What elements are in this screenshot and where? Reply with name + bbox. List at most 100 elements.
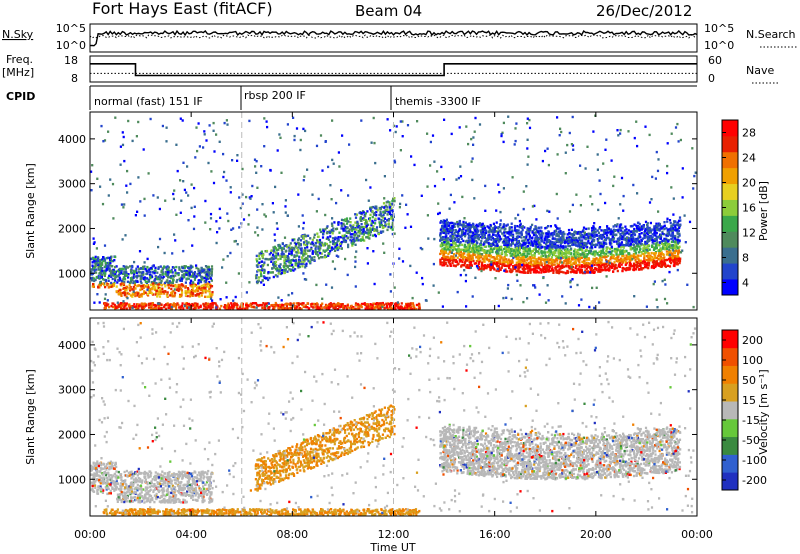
echo-cell: [450, 237, 454, 240]
echo-cell: [255, 254, 258, 258]
echo-cell: [370, 305, 373, 309]
echo-cell: [235, 302, 238, 306]
echo-cell: [169, 308, 173, 311]
echo-cell: [354, 230, 357, 234]
echo-cell: [200, 276, 203, 279]
echo-cell: [92, 285, 95, 288]
echo-cell: [516, 249, 519, 252]
echo-cell: [247, 304, 250, 307]
echo-cell: [291, 249, 294, 252]
echo-cell: [367, 229, 370, 232]
echo-cell: [467, 236, 470, 240]
echo-cell: [279, 263, 282, 266]
echo-cell: [375, 305, 378, 308]
echo-cell: [119, 303, 122, 306]
echo-cell: [146, 292, 149, 296]
echo-cell: [370, 206, 373, 209]
echo-cell: [115, 265, 118, 268]
echo-cell: [600, 242, 603, 246]
echo-cell: [388, 212, 392, 216]
echo-cell: [348, 306, 352, 310]
echo-cell: [230, 302, 233, 305]
echo-cell: [295, 302, 298, 305]
echo-cell: [371, 304, 374, 307]
echo-cell: [201, 291, 204, 295]
echo-cell: [397, 306, 400, 309]
echo-cell: [383, 206, 386, 209]
echo-cell: [189, 282, 192, 285]
echo-cell: [161, 290, 164, 293]
echo-cell: [151, 302, 154, 305]
echo-cell: [188, 271, 191, 275]
echo-cell: [172, 278, 175, 282]
echo-cell: [646, 244, 649, 248]
echo-cell: [149, 276, 152, 280]
echo-cell: [103, 283, 106, 287]
echo-cell: [330, 230, 333, 234]
echo-cell: [553, 241, 556, 244]
echo-cell: [581, 260, 584, 263]
echo-cell: [105, 302, 108, 305]
echo-cell: [558, 268, 561, 271]
echo-cell: [295, 264, 298, 267]
echo-cell: [264, 250, 267, 253]
echo-cell: [109, 269, 112, 272]
echo-cell: [116, 281, 119, 284]
echo-cell: [268, 253, 271, 256]
echo-cell: [325, 255, 328, 258]
echo-cell: [151, 280, 154, 284]
echo-cell: [193, 278, 196, 281]
echo-cell: [444, 222, 447, 226]
echo-cell: [159, 276, 162, 280]
echo-cell: [264, 277, 267, 280]
echo-cell: [95, 271, 98, 274]
echo-cell: [128, 307, 131, 310]
echo-cell: [636, 261, 639, 264]
echo-cell: [345, 217, 349, 220]
echo-cell: [106, 283, 109, 287]
echo-cell: [316, 241, 320, 244]
echo-cell: [211, 301, 214, 305]
echo-cell: [165, 303, 168, 306]
echo-cell: [352, 306, 355, 309]
echo-cell: [274, 268, 277, 271]
echo-cell: [110, 304, 113, 308]
echo-cell: [387, 307, 390, 311]
echo-cell: [309, 237, 312, 240]
echo-cell: [621, 250, 624, 253]
echo-cell: [531, 236, 534, 239]
echo-cell: [157, 293, 160, 296]
echo-cell: [236, 307, 239, 310]
echo-cell: [258, 252, 261, 255]
echo-cell: [210, 270, 213, 273]
echo-cell: [343, 306, 346, 310]
echo-cell: [670, 234, 673, 237]
echo-cell: [633, 223, 636, 226]
echo-cell: [261, 264, 265, 267]
echo-cell: [547, 244, 550, 247]
echo-cell: [313, 256, 316, 259]
echo-cell: [134, 292, 137, 295]
echo-cell: [282, 304, 285, 307]
echo-cell: [317, 257, 321, 260]
echo-cell: [149, 271, 152, 274]
echo-cell: [395, 302, 398, 305]
echo-cell: [677, 219, 681, 223]
echo-cell: [170, 287, 173, 291]
echo-cell: [158, 278, 161, 281]
echo-cell: [411, 307, 414, 310]
echo-cell: [129, 294, 133, 297]
echo-cell: [463, 243, 467, 247]
echo-cell: [678, 259, 682, 263]
echo-cell: [90, 270, 93, 274]
echo-cell: [480, 239, 483, 243]
echo-cell: [146, 284, 149, 287]
nsky-tick-low: 10^0: [56, 39, 86, 52]
echo-cell: [284, 268, 287, 271]
echo-cell: [549, 240, 552, 243]
echo-cell: [651, 233, 654, 236]
echo-cell: [564, 253, 567, 257]
echo-cell: [336, 243, 339, 247]
echo-cell: [375, 306, 378, 309]
echo-cell: [371, 205, 375, 209]
